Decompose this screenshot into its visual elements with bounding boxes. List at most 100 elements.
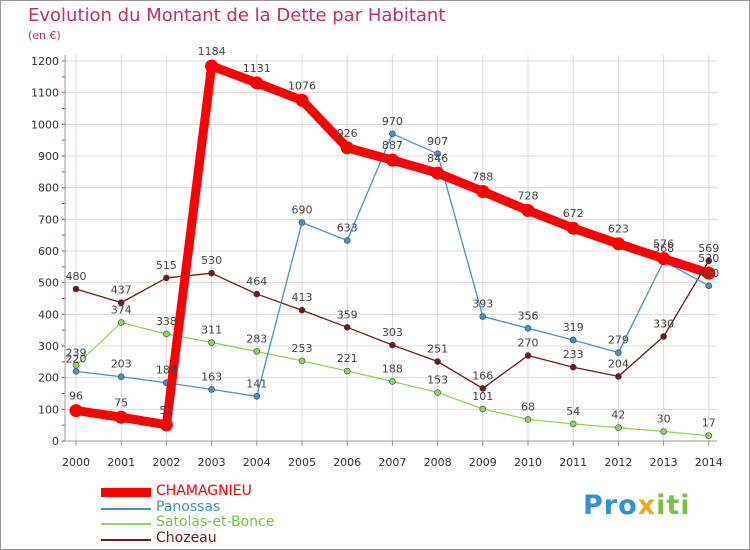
data-point (298, 306, 306, 314)
data-label: 672 (563, 207, 584, 220)
data-point (479, 313, 487, 320)
data-label: 1131 (243, 62, 271, 75)
data-point (205, 59, 219, 73)
brand-part-2: x (637, 490, 657, 521)
data-label: 204 (608, 357, 629, 370)
data-label: 251 (427, 343, 448, 356)
data-point (524, 416, 532, 423)
data-point (611, 237, 625, 251)
x-tick-label: 2009 (469, 456, 497, 469)
data-label: 393 (472, 298, 493, 311)
data-label: 356 (518, 309, 539, 322)
data-point (657, 252, 671, 266)
data-label: 221 (337, 352, 358, 365)
data-point (298, 357, 306, 365)
data-label: 490 (698, 267, 719, 280)
data-point (253, 393, 261, 400)
legend-label: Chozeau (156, 529, 217, 546)
data-label: 163 (201, 370, 222, 383)
data-label: 464 (246, 275, 267, 288)
y-tick-label: 800 (38, 182, 59, 195)
brand-part-3: iti (656, 490, 691, 521)
x-tick-label: 2014 (695, 456, 723, 469)
y-tick-label: 1000 (31, 118, 59, 131)
data-label: 253 (292, 342, 313, 355)
data-point (389, 130, 396, 138)
y-tick-label: 600 (38, 245, 59, 258)
data-point (660, 428, 667, 435)
x-tick-label: 2004 (243, 456, 271, 469)
data-label: 17 (702, 417, 716, 430)
data-point (479, 385, 487, 392)
legend-label: Satolas-et-Bonce (156, 514, 275, 530)
data-point (705, 257, 713, 265)
data-point (566, 221, 580, 235)
data-label: 1076 (288, 79, 316, 92)
data-label: 68 (521, 400, 535, 413)
data-label: 75 (114, 396, 128, 409)
data-point (434, 389, 441, 396)
data-point (253, 348, 261, 355)
data-label: 220 (66, 352, 87, 365)
data-label: 279 (608, 334, 629, 347)
data-label: 887 (382, 139, 403, 152)
x-tick-label: 2006 (333, 456, 361, 469)
data-point (524, 352, 532, 359)
data-label: 239 (66, 346, 87, 359)
legend-swatch (101, 538, 151, 541)
data-label: 270 (518, 337, 539, 350)
data-label: 728 (518, 189, 539, 202)
data-point (569, 363, 577, 371)
data-label: 907 (427, 135, 448, 148)
data-label: 515 (156, 259, 177, 272)
data-point (208, 269, 215, 277)
grid (65, 55, 717, 442)
y-tick-label: 900 (38, 150, 59, 163)
data-point (660, 333, 667, 340)
data-label: 788 (472, 170, 493, 183)
data-point (340, 141, 354, 155)
legend-label: CHAMAGNIEU (156, 483, 252, 499)
legend-label: Panossas (156, 498, 221, 515)
data-label: 233 (563, 348, 584, 361)
series-lines (69, 59, 716, 439)
y-tick-label: 300 (38, 340, 59, 353)
legend-swatch (101, 507, 151, 510)
data-point (117, 319, 125, 326)
data-label: 576 (653, 238, 674, 251)
x-tick-label: 2013 (650, 456, 678, 469)
data-point (69, 404, 83, 418)
data-label: 569 (698, 242, 719, 255)
data-point (521, 203, 535, 217)
data-point (705, 282, 713, 290)
data-label: 359 (337, 308, 358, 321)
data-label: 141 (246, 377, 267, 390)
data-point (389, 378, 396, 385)
data-label: 51 (159, 404, 173, 417)
data-point (615, 424, 622, 432)
data-label: 101 (472, 390, 493, 403)
data-label: 319 (563, 321, 584, 334)
brand-part-1: Pro (583, 490, 638, 521)
data-point (114, 410, 128, 424)
data-point (524, 324, 532, 332)
data-label: 413 (292, 291, 313, 304)
y-tick-label: 0 (52, 435, 59, 448)
data-point (117, 373, 125, 381)
data-label: 283 (246, 332, 267, 345)
data-label: 530 (698, 252, 719, 265)
y-tick-label: 500 (38, 277, 59, 290)
y-tick-label: 200 (38, 372, 59, 385)
data-label: 374 (111, 304, 132, 317)
data-label: 30 (657, 413, 671, 426)
legend-swatch (101, 488, 151, 497)
x-tick-label: 2007 (378, 456, 406, 469)
data-label: 188 (382, 362, 403, 375)
axes: 0 100 200 300 400 500 600 700 800 900 1000 1100 1200… (31, 55, 723, 469)
data-point (343, 237, 351, 244)
data-label: 623 (608, 223, 629, 236)
data-point (208, 386, 215, 393)
y-tick-label: 100 (38, 403, 59, 416)
data-label: 530 (201, 254, 222, 267)
